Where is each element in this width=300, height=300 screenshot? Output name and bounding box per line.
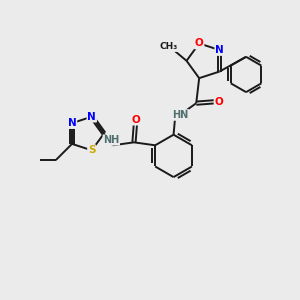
Text: O: O: [214, 97, 223, 107]
Text: O: O: [131, 115, 140, 125]
Text: S: S: [88, 145, 95, 155]
Text: O: O: [195, 38, 203, 48]
Text: NH: NH: [103, 135, 119, 145]
Text: HN: HN: [172, 110, 188, 120]
Text: N: N: [215, 45, 224, 55]
Text: CH₃: CH₃: [160, 43, 178, 52]
Text: N: N: [68, 118, 76, 128]
Text: N: N: [87, 112, 96, 122]
